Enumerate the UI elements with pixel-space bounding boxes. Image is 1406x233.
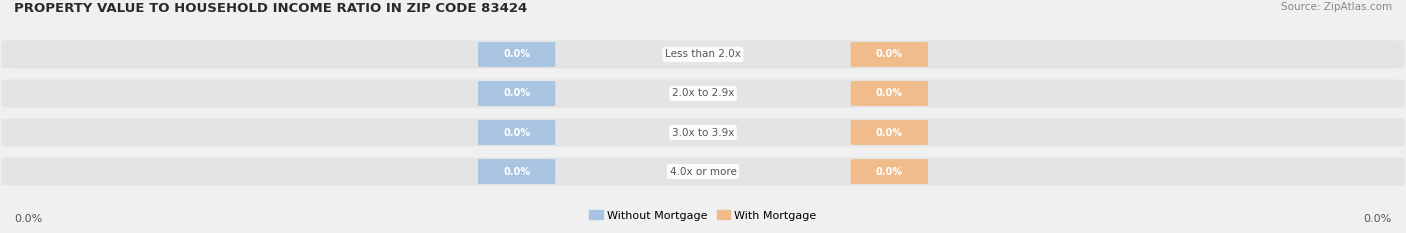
Text: 3.0x to 3.9x: 3.0x to 3.9x — [672, 127, 734, 137]
FancyBboxPatch shape — [478, 81, 555, 106]
Text: 0.0%: 0.0% — [876, 127, 903, 137]
FancyBboxPatch shape — [851, 159, 928, 184]
Text: PROPERTY VALUE TO HOUSEHOLD INCOME RATIO IN ZIP CODE 83424: PROPERTY VALUE TO HOUSEHOLD INCOME RATIO… — [14, 2, 527, 15]
FancyBboxPatch shape — [478, 120, 555, 145]
Text: 0.0%: 0.0% — [503, 89, 530, 99]
Text: 0.0%: 0.0% — [503, 167, 530, 177]
Text: 0.0%: 0.0% — [1364, 214, 1392, 224]
Text: 0.0%: 0.0% — [14, 214, 42, 224]
Legend: Without Mortgage, With Mortgage: Without Mortgage, With Mortgage — [585, 206, 821, 225]
Text: 4.0x or more: 4.0x or more — [669, 167, 737, 177]
Text: 0.0%: 0.0% — [876, 89, 903, 99]
Text: Less than 2.0x: Less than 2.0x — [665, 49, 741, 59]
Text: 0.0%: 0.0% — [503, 49, 530, 59]
FancyBboxPatch shape — [1, 79, 1405, 108]
Text: 0.0%: 0.0% — [876, 167, 903, 177]
FancyBboxPatch shape — [1, 158, 1405, 186]
FancyBboxPatch shape — [1, 118, 1405, 147]
Text: 0.0%: 0.0% — [503, 127, 530, 137]
Text: 0.0%: 0.0% — [876, 49, 903, 59]
FancyBboxPatch shape — [851, 120, 928, 145]
FancyBboxPatch shape — [851, 81, 928, 106]
FancyBboxPatch shape — [851, 42, 928, 67]
Text: Source: ZipAtlas.com: Source: ZipAtlas.com — [1281, 2, 1392, 12]
Text: 2.0x to 2.9x: 2.0x to 2.9x — [672, 89, 734, 99]
FancyBboxPatch shape — [478, 159, 555, 184]
FancyBboxPatch shape — [478, 42, 555, 67]
FancyBboxPatch shape — [1, 40, 1405, 69]
